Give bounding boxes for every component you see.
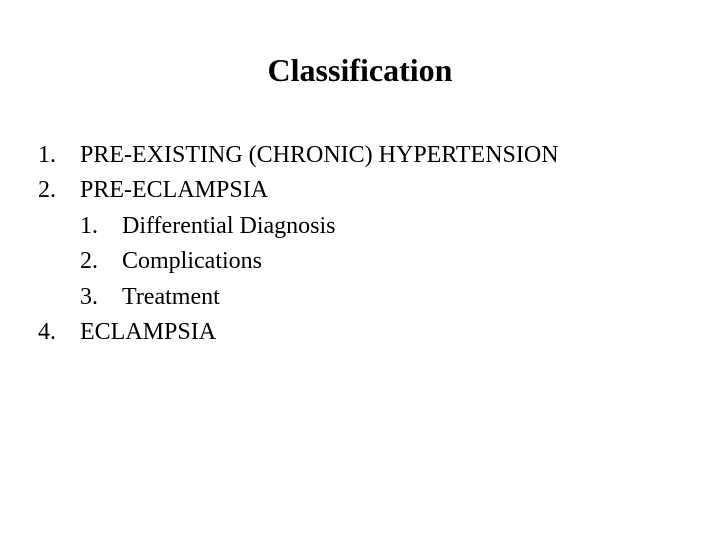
list-item: 2. Complications xyxy=(80,245,720,277)
list-number: 2. xyxy=(38,174,80,206)
list-number: 1. xyxy=(80,210,122,242)
list-item: 1. Differential Diagnosis xyxy=(80,210,720,242)
list-number: 4. xyxy=(38,316,80,348)
list-text: Differential Diagnosis xyxy=(122,210,336,242)
list-item: 3. Treatment xyxy=(80,281,720,313)
list-number: 3. xyxy=(80,281,122,313)
list-item: 4. ECLAMPSIA xyxy=(38,316,720,348)
page-title: Classification xyxy=(0,52,720,89)
list-text: Complications xyxy=(122,245,262,277)
list-number: 1. xyxy=(38,139,80,171)
list-item: 1. PRE-EXISTING (CHRONIC) HYPERTENSION xyxy=(38,139,720,171)
list-text: Treatment xyxy=(122,281,220,313)
list-text: PRE-EXISTING (CHRONIC) HYPERTENSION xyxy=(80,139,559,171)
list-item: 2. PRE-ECLAMPSIA xyxy=(38,174,720,206)
list-number: 2. xyxy=(80,245,122,277)
outline-list: 1. PRE-EXISTING (CHRONIC) HYPERTENSION 2… xyxy=(0,139,720,348)
list-text: ECLAMPSIA xyxy=(80,316,216,348)
list-text: PRE-ECLAMPSIA xyxy=(80,174,268,206)
sublist: 1. Differential Diagnosis 2. Complicatio… xyxy=(38,210,720,313)
